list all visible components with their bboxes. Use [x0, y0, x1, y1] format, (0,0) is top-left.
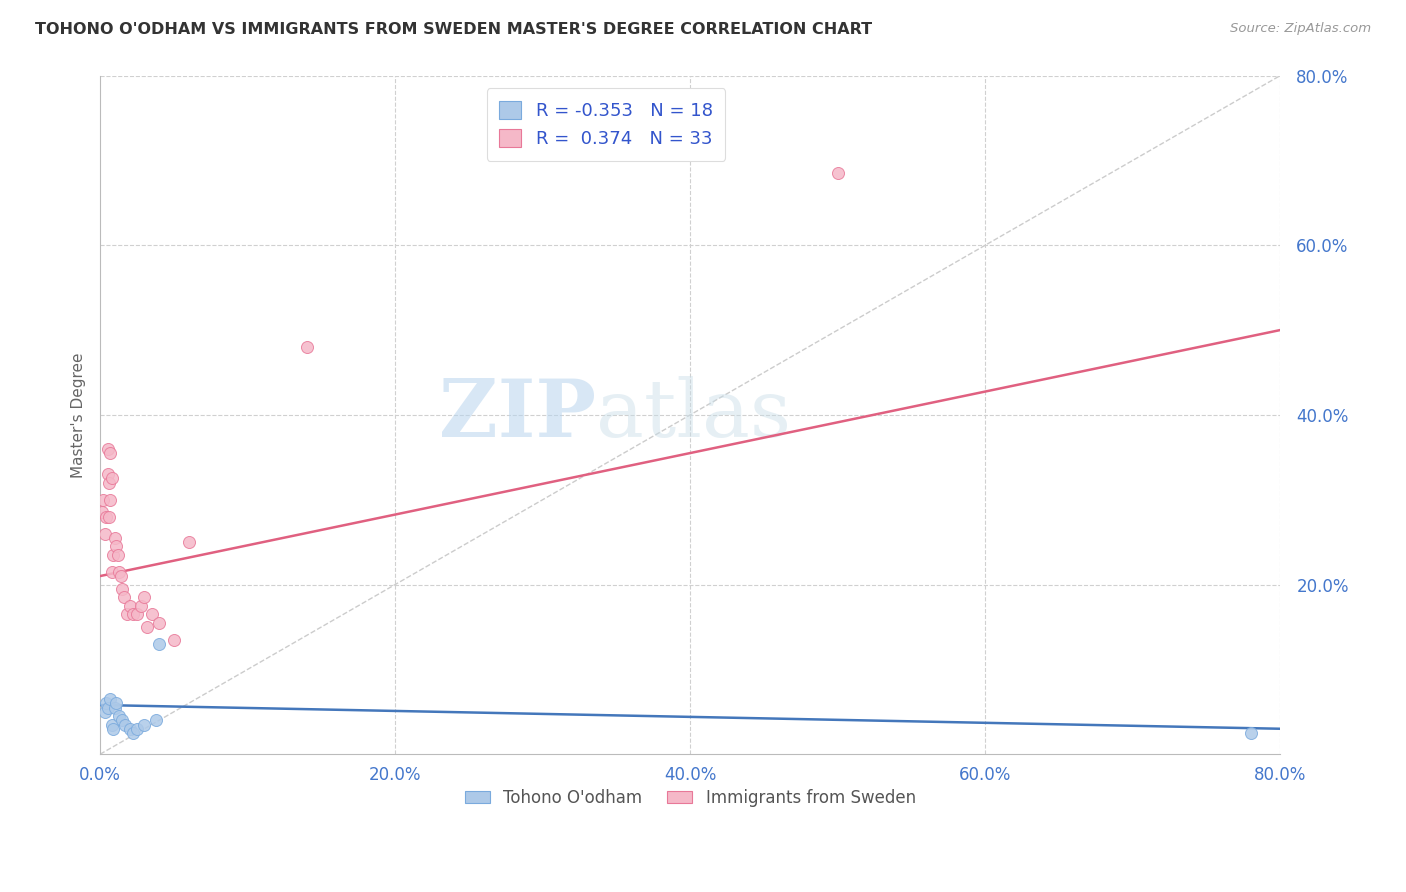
Point [114, 717, 136, 731]
Point [101, 717, 124, 731]
Point [131, 599, 153, 613]
Point [93, 526, 115, 541]
Point [103, 548, 125, 562]
Point [118, 722, 141, 736]
Text: Source: ZipAtlas.com: Source: ZipAtlas.com [1230, 22, 1371, 36]
Point [105, 696, 128, 710]
Point [148, 615, 170, 630]
Point [136, 620, 159, 634]
Point [90, 505, 112, 519]
Point [94, 509, 117, 524]
Point [145, 713, 167, 727]
Point [115, 607, 138, 622]
Point [125, 722, 148, 736]
Point [107, 548, 129, 562]
Point [100, 492, 122, 507]
Point [108, 709, 131, 723]
Point [148, 637, 170, 651]
Text: atlas: atlas [596, 376, 792, 454]
Point [163, 632, 186, 647]
Point [121, 607, 143, 622]
Text: TOHONO O'ODHAM VS IMMIGRANTS FROM SWEDEN MASTER'S DEGREE CORRELATION CHART: TOHONO O'ODHAM VS IMMIGRANTS FROM SWEDEN… [35, 22, 872, 37]
Point [111, 713, 134, 727]
Point [104, 700, 127, 714]
Point [1240, 726, 1263, 740]
Point [98, 509, 121, 524]
Point [101, 565, 124, 579]
Point [93, 705, 115, 719]
Point [125, 607, 148, 622]
Point [94, 696, 117, 710]
Point [100, 692, 122, 706]
Point [110, 569, 132, 583]
Point [827, 166, 849, 180]
Point [101, 471, 124, 485]
Point [295, 340, 318, 354]
Point [121, 726, 143, 740]
Point [100, 446, 122, 460]
Point [96, 700, 118, 714]
Point [134, 591, 156, 605]
Point [141, 607, 163, 622]
Point [112, 591, 135, 605]
Y-axis label: Master's Degree: Master's Degree [72, 352, 86, 477]
Point [96, 442, 118, 456]
Point [96, 467, 118, 482]
Point [118, 599, 141, 613]
Point [111, 582, 134, 596]
Legend: Tohono O'odham, Immigrants from Sweden: Tohono O'odham, Immigrants from Sweden [458, 782, 922, 814]
Text: ZIP: ZIP [439, 376, 596, 454]
Point [103, 722, 125, 736]
Point [105, 540, 128, 554]
Point [91, 492, 114, 507]
Point [134, 717, 156, 731]
Point [98, 475, 121, 490]
Point [104, 531, 127, 545]
Point [177, 535, 200, 549]
Point [108, 565, 131, 579]
